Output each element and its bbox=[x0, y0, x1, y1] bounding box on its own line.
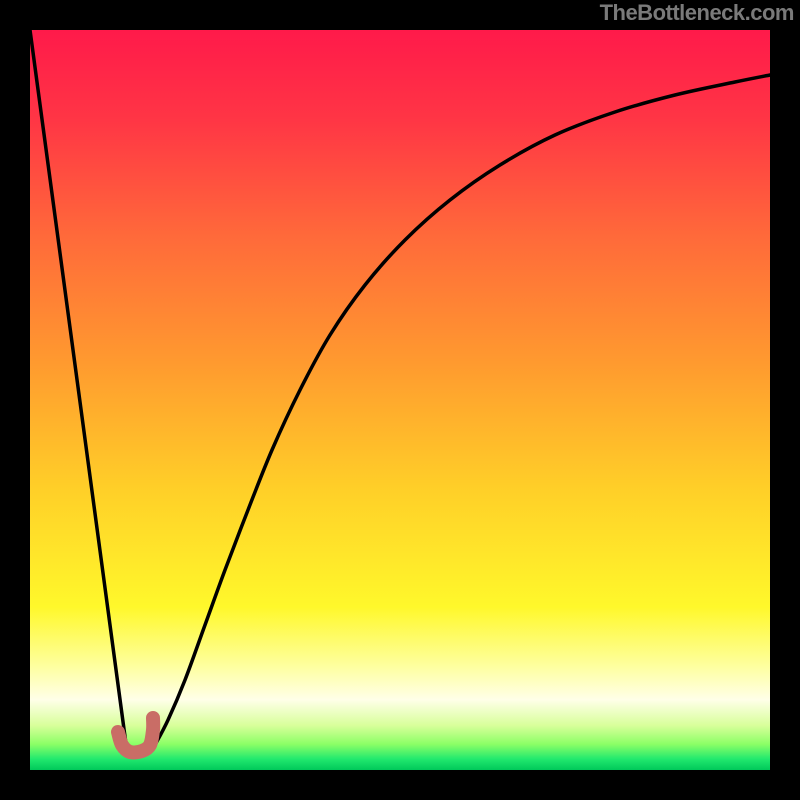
watermark-text: TheBottleneck.com bbox=[600, 0, 794, 26]
bottleneck-chart: TheBottleneck.com bbox=[0, 0, 800, 800]
chart-svg bbox=[0, 0, 800, 800]
plot-background bbox=[30, 30, 770, 770]
